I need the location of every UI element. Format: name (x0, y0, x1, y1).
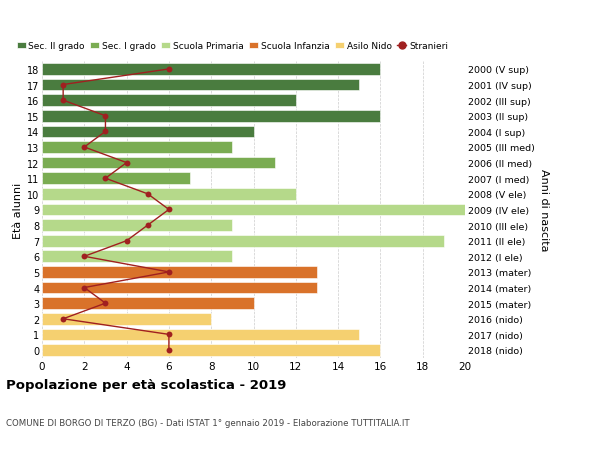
Point (58, 82, 68, 89)
Point (164, 347, 174, 354)
Point (122, 160, 131, 167)
Point (164, 66, 174, 73)
Bar (42, 204, 465, 216)
Bar (42, 251, 232, 263)
Point (101, 113, 110, 120)
Point (101, 129, 110, 136)
Point (122, 237, 131, 245)
Bar (42, 79, 359, 91)
Bar (42, 297, 254, 309)
Point (80, 144, 89, 151)
Point (58, 97, 68, 105)
Bar (42, 329, 359, 341)
Point (164, 207, 174, 214)
Bar (42, 282, 317, 294)
Bar (42, 142, 232, 153)
Point (58, 315, 68, 323)
Point (101, 300, 110, 307)
Point (80, 284, 89, 291)
Bar (42, 267, 317, 278)
Bar (42, 313, 211, 325)
Bar (42, 344, 380, 356)
Point (143, 191, 152, 198)
Bar (42, 157, 275, 169)
Bar (42, 111, 380, 123)
Bar (42, 235, 444, 247)
Bar (42, 220, 232, 231)
Point (101, 175, 110, 183)
Y-axis label: Anni di nascita: Anni di nascita (539, 169, 548, 251)
Point (164, 331, 174, 338)
Point (143, 222, 152, 229)
Bar (42, 64, 380, 76)
Text: COMUNE DI BORGO DI TERZO (BG) - Dati ISTAT 1° gennaio 2019 - Elaborazione TUTTIT: COMUNE DI BORGO DI TERZO (BG) - Dati IST… (6, 418, 410, 427)
Bar (42, 95, 296, 107)
Y-axis label: Età alunni: Età alunni (13, 182, 23, 238)
Point (80, 253, 89, 260)
Bar (42, 126, 254, 138)
Bar (42, 173, 190, 185)
Legend: Sec. II grado, Sec. I grado, Scuola Primaria, Scuola Infanzia, Asilo Nido, Stran: Sec. II grado, Sec. I grado, Scuola Prim… (13, 38, 452, 55)
Point (164, 269, 174, 276)
Text: Popolazione per età scolastica - 2019: Popolazione per età scolastica - 2019 (6, 379, 286, 392)
Bar (42, 189, 296, 200)
